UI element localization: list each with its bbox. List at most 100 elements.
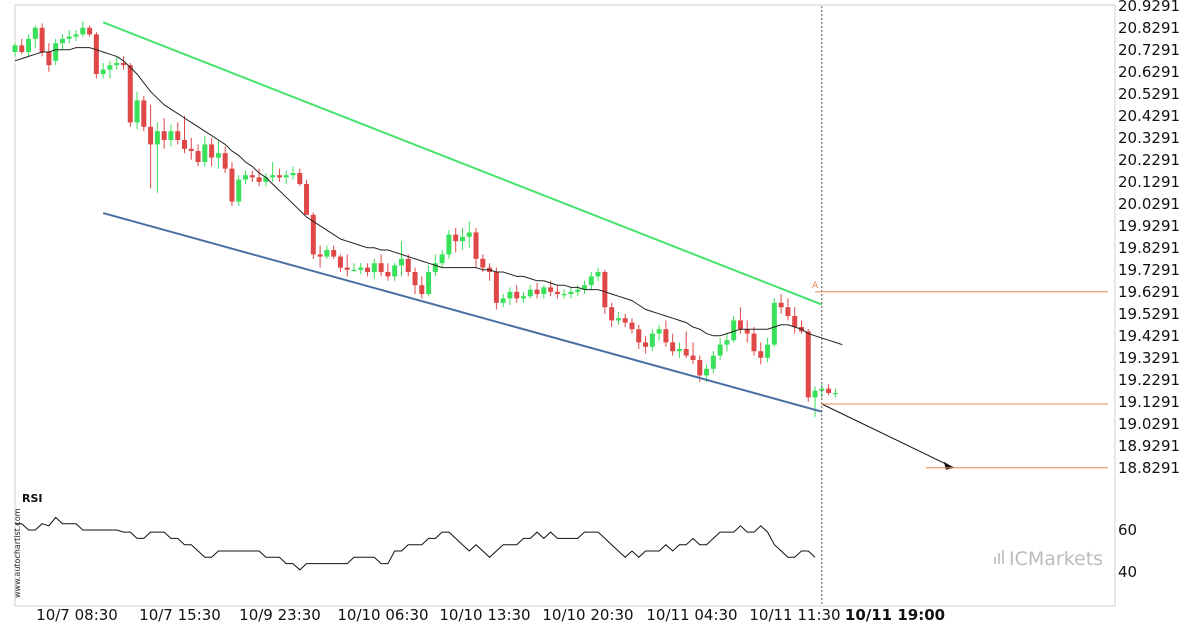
time-tick-label: 10/7 08:30: [36, 606, 118, 624]
candle-body: [284, 175, 289, 177]
candle-body: [697, 360, 702, 375]
candle-body: [596, 272, 601, 276]
candle-body: [806, 331, 811, 397]
brand-name: ICMarkets: [1009, 548, 1103, 570]
candle-body: [724, 340, 729, 344]
candle-body: [318, 254, 323, 256]
candle-body: [514, 292, 519, 299]
candle: [141, 96, 146, 131]
brand-logo: ICMarkets: [994, 548, 1103, 570]
price-axis: 20.929120.829120.729120.629120.529120.42…: [1118, 0, 1180, 477]
price-tick-label: 19.8291: [1118, 239, 1180, 257]
candle-body: [121, 63, 126, 65]
price-tick-label: 20.0291: [1118, 195, 1180, 213]
candle-body: [74, 34, 79, 36]
candle-body: [779, 303, 784, 307]
candle-body: [670, 342, 675, 351]
candle: [311, 213, 316, 259]
price-tick-label: 19.5291: [1118, 305, 1180, 323]
candle: [40, 23, 45, 56]
candle-body: [813, 391, 818, 398]
candle-body: [107, 65, 112, 69]
candle-body: [575, 290, 580, 292]
candle-body: [87, 28, 92, 35]
price-tick-label: 20.5291: [1118, 85, 1180, 103]
price-tick-label: 19.4291: [1118, 327, 1180, 345]
candle-body: [704, 369, 709, 376]
candle-body: [114, 63, 119, 65]
candle-body: [616, 318, 621, 320]
time-tick-label: 10/7 15:30: [139, 606, 221, 624]
candle: [806, 329, 811, 402]
candle-body: [182, 140, 187, 149]
candle-body: [718, 345, 723, 356]
candle-body: [209, 144, 214, 157]
candle: [772, 298, 777, 346]
candle-body: [494, 272, 499, 303]
time-tick-label: 10/11 19:00: [845, 606, 945, 624]
candle-body: [372, 263, 377, 272]
candle-body: [202, 144, 207, 162]
candle-body: [243, 175, 248, 179]
candle-body: [467, 232, 472, 236]
price-tick-label: 20.3291: [1118, 129, 1180, 147]
candle-body: [419, 285, 424, 294]
time-tick-label: 10/11 11:30: [749, 606, 840, 624]
candle: [94, 32, 99, 78]
candle-body: [589, 276, 594, 285]
candle-body: [229, 169, 234, 202]
candle-body: [399, 259, 404, 266]
candle-body: [338, 257, 343, 268]
candle-body: [453, 235, 458, 242]
price-tick-label: 19.1291: [1118, 393, 1180, 411]
candle-body: [128, 65, 133, 122]
candle-body: [162, 131, 167, 140]
candle-body: [101, 70, 106, 74]
candle-body: [155, 131, 160, 144]
candle-body: [67, 37, 72, 39]
candle-body: [40, 28, 45, 52]
rsi-tick-label: 40: [1118, 563, 1137, 581]
candle-body: [758, 351, 763, 358]
candle-body: [60, 39, 65, 43]
price-tick-label: 20.4291: [1118, 107, 1180, 125]
candle-body: [731, 320, 736, 340]
candle-body: [528, 290, 533, 297]
candle-body: [684, 349, 689, 356]
candle-body: [385, 272, 390, 276]
candle-body: [352, 270, 357, 271]
candle-body: [46, 52, 51, 65]
candle-body: [290, 173, 295, 175]
candle-body: [785, 307, 790, 316]
candle-body: [331, 250, 336, 257]
price-tick-label: 20.9291: [1118, 0, 1180, 15]
candle-body: [555, 292, 560, 294]
time-tick-label: 10/11 04:30: [646, 606, 737, 624]
candle-body: [562, 294, 567, 295]
candle-body: [168, 131, 173, 140]
candle-body: [250, 175, 255, 177]
candle-body: [406, 259, 411, 272]
candle-body: [196, 151, 201, 162]
candle-body: [365, 268, 370, 272]
candle-body: [26, 39, 31, 52]
time-tick-label: 10/10 06:30: [337, 606, 428, 624]
candle: [229, 162, 234, 206]
price-tick-label: 19.7291: [1118, 261, 1180, 279]
candle-body: [33, 28, 38, 39]
candle-body: [474, 232, 479, 258]
candle-body: [80, 28, 85, 35]
price-tick-label: 19.3291: [1118, 349, 1180, 367]
candle-body: [135, 100, 140, 122]
candle-body: [772, 303, 777, 345]
candle-body: [440, 254, 445, 263]
price-tick-label: 18.9291: [1118, 437, 1180, 455]
candle-body: [792, 316, 797, 327]
candle-body: [345, 268, 350, 270]
candle-body: [236, 180, 241, 202]
candle-body: [752, 334, 757, 352]
candle-body: [535, 290, 540, 294]
candle: [236, 175, 241, 206]
price-tick-label: 20.8291: [1118, 19, 1180, 37]
candle-body: [379, 263, 384, 272]
